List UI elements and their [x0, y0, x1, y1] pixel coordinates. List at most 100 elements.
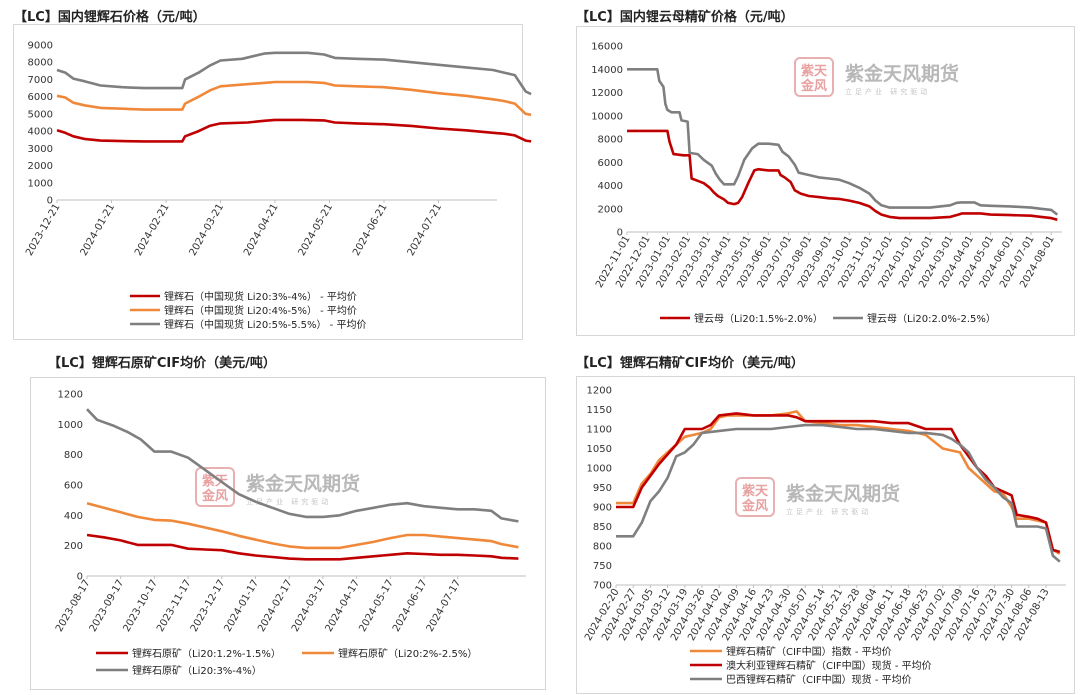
y-tick-label: 200 [64, 541, 83, 552]
y-tick-label: 750 [593, 561, 612, 572]
svg-text:金风: 金风 [800, 78, 827, 94]
y-tick-label: 4000 [28, 127, 53, 138]
x-tick-label: 2023-08-17 [54, 578, 93, 634]
y-tick-label: 700 [593, 581, 612, 592]
y-tick-label: 6000 [28, 92, 53, 103]
legend-label: 锂辉石（中国现货 Li20:3%-4%） - 平均价 [164, 290, 357, 303]
x-tick-label: 2024-06-21 [351, 202, 390, 258]
watermark-panel3: 紫天 金风 紫金天风期货 立足产业 研究驱动 [195, 467, 360, 507]
y-tick-label: 600 [64, 481, 83, 492]
x-tick-label: 2024-04-17 [324, 578, 363, 634]
legend-label: 巴西锂辉石精矿（CIF中国）现货 - 平均价 [726, 673, 912, 686]
svg-text:金风: 金风 [741, 498, 768, 514]
y-tick-label: 1000 [587, 464, 612, 475]
legend-label: 锂辉石原矿（Li20:2%-2.5%） [338, 647, 477, 660]
company-seal-logo: 紫天 金风 [794, 57, 834, 97]
legend-label: 锂云母（Li20:2.0%-2.5%） [867, 313, 996, 325]
x-tick-label: 2023-09-17 [88, 578, 127, 634]
svg-text:紫天: 紫天 [801, 63, 828, 79]
y-tick-label: 2000 [28, 161, 53, 172]
svg-text:紫天: 紫天 [742, 483, 769, 499]
series-line-3 [56, 51, 532, 96]
x-tick-label: 2024-03-21 [188, 202, 227, 258]
x-tick-label: 2024-02-21 [133, 202, 172, 258]
y-tick-label: 12000 [591, 88, 623, 99]
chart-frame [576, 376, 1075, 694]
y-tick-label: 7000 [28, 75, 53, 86]
watermark-tagline: 立足产业 研究驱动 [246, 497, 331, 506]
legend-label: 澳大利亚锂辉石精矿（CIF中国）现货 - 平均价 [726, 659, 932, 672]
y-tick-label: 1000 [58, 420, 83, 431]
series-line-1 [56, 118, 532, 143]
x-tick-label: 2024-01-21 [79, 202, 118, 258]
series-line-2 [627, 68, 1059, 216]
company-seal-logo: 紫天 金风 [735, 477, 775, 517]
watermark-panel2: 紫天 金风 紫金天风期货 立足产业 研究驱动 [794, 57, 959, 97]
series-line-3 [616, 423, 1061, 563]
chart-title: 【LC】国内锂云母精矿价格（元/吨） [576, 10, 794, 25]
y-tick-label: 1100 [587, 425, 612, 436]
watermark-name: 紫金天风期货 [845, 62, 959, 85]
watermark-name: 紫金天风期货 [786, 482, 900, 505]
company-seal-logo: 紫天 金风 [195, 467, 235, 507]
x-tick-label: 2024-03-17 [290, 578, 329, 634]
y-tick-label: 1200 [58, 390, 83, 401]
y-tick-label: 800 [593, 542, 612, 553]
x-tick-label: 2024-05-17 [357, 578, 396, 634]
svg-text:金风: 金风 [201, 488, 228, 504]
series-line-2 [86, 501, 519, 550]
y-tick-label: 0 [47, 196, 53, 207]
x-tick-label: 2024-07-17 [425, 578, 464, 634]
y-tick-label: 16000 [591, 42, 623, 53]
watermark-panel4: 紫天 金风 紫金天风期货 立足产业 研究驱动 [735, 477, 900, 517]
x-tick-label: 2023-11-17 [155, 578, 194, 634]
x-tick-label: 2023-10-17 [121, 578, 160, 634]
x-tick-label: 2023-12-17 [189, 578, 228, 634]
x-tick-label: 2024-01-17 [223, 578, 262, 634]
y-tick-label: 850 [593, 522, 612, 533]
y-tick-label: 3000 [28, 144, 53, 155]
y-tick-label: 8000 [28, 58, 53, 69]
y-tick-label: 1050 [587, 444, 612, 455]
y-tick-label: 800 [64, 450, 83, 461]
x-tick-label: 2024-07-21 [406, 202, 445, 258]
series-line-1 [627, 129, 1058, 222]
legend-label: 锂辉石（中国现货 Li20:4%-5%） - 平均价 [164, 304, 357, 317]
watermark-tagline: 立足产业 研究驱动 [845, 87, 930, 96]
y-tick-label: 10000 [591, 111, 623, 122]
y-tick-label: 0 [617, 228, 623, 239]
x-tick-label: 2024-05-21 [297, 202, 336, 258]
legend-label: 锂云母（Li20:1.5%-2.0%） [694, 313, 823, 325]
x-tick-label: 2023-12-21 [24, 202, 63, 258]
legend-label: 锂辉石原矿（Li20:3%-4%） [132, 664, 262, 677]
chart-title: 【LC】锂辉石原矿CIF均价（美元/吨） [48, 356, 276, 371]
y-tick-label: 950 [593, 483, 612, 494]
x-tick-label: 2024-02-17 [256, 578, 295, 634]
watermark-tagline: 立足产业 研究驱动 [786, 507, 871, 516]
y-tick-label: 900 [593, 503, 612, 514]
svg-text:紫天: 紫天 [202, 473, 229, 489]
series-line-3 [86, 408, 519, 523]
y-tick-label: 8000 [598, 135, 623, 146]
y-tick-label: 5000 [28, 109, 53, 120]
series-line-1 [86, 533, 519, 561]
y-tick-label: 4000 [598, 181, 623, 192]
series-line-2 [616, 412, 1061, 554]
y-tick-label: 14000 [591, 65, 623, 76]
watermark-name: 紫金天风期货 [246, 472, 360, 495]
chart-title: 【LC】锂辉石精矿CIF均价（美元/吨） [576, 356, 804, 371]
x-tick-label: 2024-06-17 [391, 578, 430, 634]
legend-label: 锂辉石（中国现货 Li20:5%-5.5%） - 平均价 [164, 318, 366, 331]
chart-frame [30, 377, 546, 690]
y-tick-label: 1150 [587, 405, 612, 416]
y-tick-label: 0 [77, 572, 83, 583]
chart-frame [13, 24, 523, 340]
y-tick-label: 9000 [28, 41, 53, 52]
y-tick-label: 2000 [598, 204, 623, 215]
chart-4: 7007508008509009501000105011001150120020… [583, 386, 1066, 686]
series-line-2 [56, 80, 532, 117]
chart-3: 0 200 400 600 800 1000 1200 2023-08-172023-09-1… [54, 390, 526, 677]
y-tick-label: 400 [64, 511, 83, 522]
chart-1: 0 1000 2000 3000 4000 5000 6000 7000 8000 9000 202… [24, 41, 532, 331]
